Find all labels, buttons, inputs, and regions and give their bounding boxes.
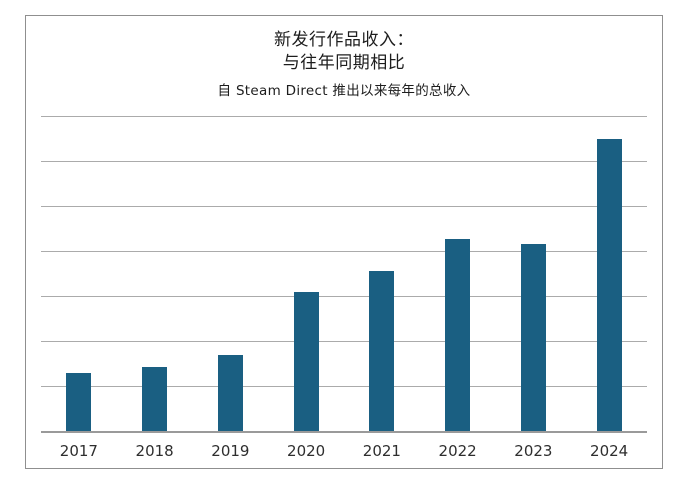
bar-2022: [445, 239, 471, 431]
bar-slot-2019: [193, 116, 269, 431]
x-axis-label-2018: 2018: [135, 442, 174, 460]
gridline: [41, 116, 647, 117]
x-axis-labels: 2017 2018 2019 2020 2021 2022 2023 2024: [41, 442, 647, 461]
bar-slot-2018: [117, 116, 193, 431]
x-axis-label-2024: 2024: [590, 442, 629, 460]
bar-slot-2021: [344, 116, 420, 431]
bar-2019: [217, 354, 243, 431]
gridline: [41, 161, 647, 162]
gridline: [41, 341, 647, 342]
chart-frame: 新发行作品收入： 与往年同期相比 自 Steam Direct 推出以来每年的总…: [25, 15, 663, 469]
chart-title-line-1: 新发行作品收入：: [274, 30, 414, 50]
x-axis-label-2017: 2017: [59, 442, 98, 460]
bar-2020: [293, 292, 319, 431]
x-axis-label-2019: 2019: [211, 442, 250, 460]
bar-slot-2024: [571, 116, 647, 431]
chart-header: 新发行作品收入： 与往年同期相比 自 Steam Direct 推出以来每年的总…: [26, 29, 662, 100]
gridline: [41, 296, 647, 297]
x-axis-label-2020: 2020: [287, 442, 326, 460]
chart-subtitle: 自 Steam Direct 推出以来每年的总收入: [217, 83, 471, 99]
bar-2023: [520, 243, 546, 431]
bars: [41, 116, 647, 431]
bar-slot-2023: [496, 116, 572, 431]
bar-slot-2022: [420, 116, 496, 431]
chart-title-line-2: 与往年同期相比: [282, 53, 406, 73]
x-axis-label-2023: 2023: [514, 442, 553, 460]
bar-2017: [66, 373, 92, 431]
bar-2018: [142, 367, 168, 431]
gridline: [41, 251, 647, 252]
x-axis-label-2022: 2022: [438, 442, 477, 460]
bar-2021: [369, 271, 395, 431]
bar-2024: [596, 138, 622, 431]
x-axis-label-2021: 2021: [362, 442, 401, 460]
gridline: [41, 206, 647, 207]
bar-slot-2017: [41, 116, 117, 431]
bar-slot-2020: [268, 116, 344, 431]
plot-area: [41, 116, 647, 433]
gridline: [41, 386, 647, 387]
